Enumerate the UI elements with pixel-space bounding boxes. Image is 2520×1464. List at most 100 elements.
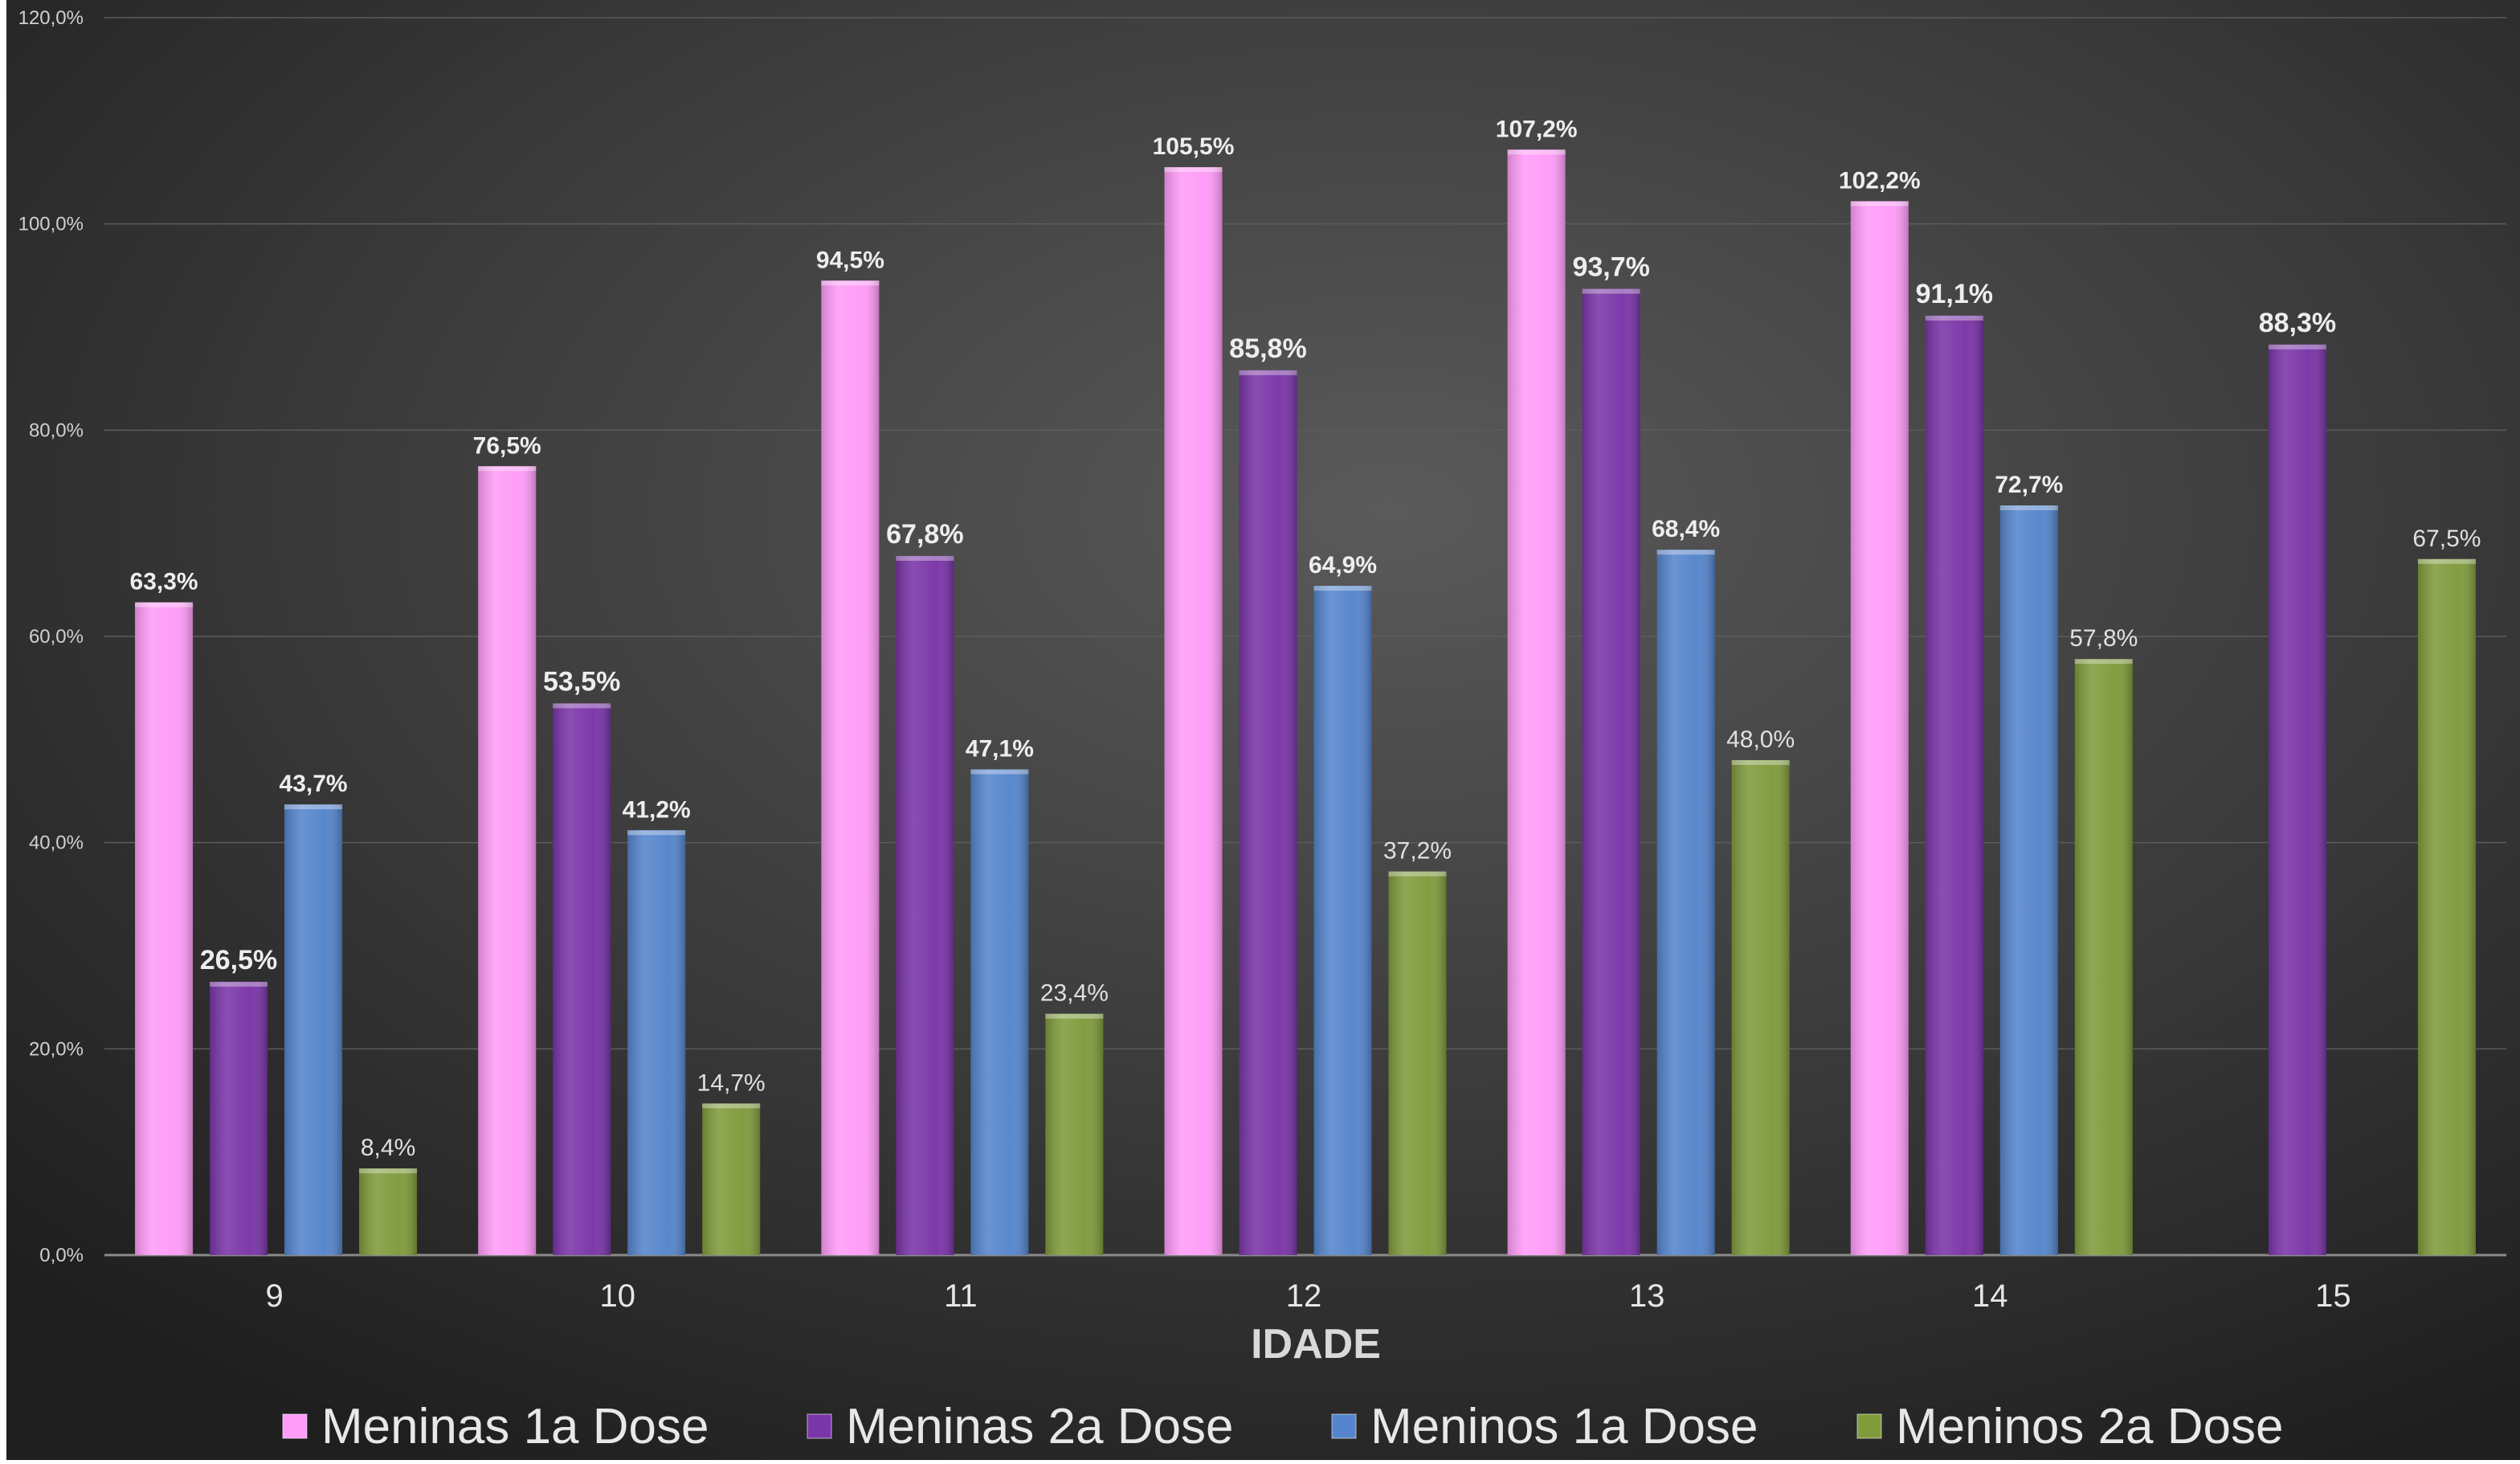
- bar-top-highlight: [2268, 344, 2326, 350]
- data-label: 63,3%: [130, 569, 198, 595]
- bar: [1164, 167, 1223, 1255]
- bar-top-highlight: [1045, 1013, 1104, 1019]
- bar-top-highlight: [478, 466, 537, 472]
- data-label: 67,8%: [886, 519, 963, 550]
- bar-shading: [970, 769, 1029, 1255]
- data-label: 64,9%: [1309, 552, 1377, 579]
- data-label: 37,2%: [1383, 838, 1452, 865]
- bar: [2268, 344, 2326, 1256]
- bar-shading: [210, 981, 268, 1255]
- bar: [1388, 871, 1447, 1255]
- x-axis-ticks: 9 10 11 12 13 14 15: [265, 1278, 2351, 1314]
- bar-top-highlight: [627, 830, 686, 836]
- y-tick-label: 0,0%: [39, 1245, 84, 1266]
- bar-top-highlight: [1850, 201, 1909, 207]
- x-tick-label: 11: [944, 1278, 978, 1314]
- x-tick-label: 15: [2315, 1278, 2351, 1314]
- x-tick-label: 9: [265, 1278, 283, 1314]
- bar: [1850, 201, 1909, 1255]
- bar-top-highlight: [821, 280, 880, 286]
- bar-shading: [1388, 871, 1447, 1255]
- bar-top-highlight: [896, 555, 954, 561]
- bar-top-highlight: [2074, 659, 2133, 665]
- x-axis-title: IDADE: [1251, 1321, 1381, 1368]
- legend-label: Meninos 1a Dose: [1370, 1399, 1758, 1454]
- bar-top-highlight: [1164, 167, 1223, 173]
- legend-swatch: [807, 1413, 832, 1439]
- legend-swatch: [1331, 1413, 1357, 1439]
- legend-swatch: [1856, 1413, 1882, 1439]
- data-label: 107,2%: [1496, 116, 1578, 142]
- bar: [359, 1168, 418, 1255]
- data-label: 67,5%: [2412, 525, 2481, 552]
- bar: [1239, 370, 1297, 1255]
- bar: [210, 981, 268, 1255]
- legend-item: Meninos 2a Dose: [1856, 1399, 2284, 1454]
- bar: [702, 1103, 761, 1255]
- legend-label: Meninas 2a Dose: [846, 1399, 1234, 1454]
- data-label: 94,5%: [816, 247, 884, 273]
- bar: [1999, 505, 2058, 1255]
- x-tick-label: 13: [1629, 1278, 1665, 1314]
- bar-shading: [821, 280, 880, 1255]
- bar: [1045, 1013, 1104, 1255]
- bar-top-highlight: [1313, 586, 1372, 591]
- legend-label: Meninos 2a Dose: [1896, 1399, 2284, 1454]
- data-label: 47,1%: [966, 736, 1034, 763]
- legend: Meninas 1a Dose Meninas 2a Dose Meninos 1a…: [282, 1399, 2284, 1454]
- data-label: 53,5%: [543, 666, 620, 697]
- bar-top-highlight: [970, 769, 1029, 775]
- bar: [1582, 288, 1640, 1256]
- bar: [478, 466, 537, 1255]
- y-tick-label: 60,0%: [29, 626, 84, 648]
- legend-label: Meninas 1a Dose: [321, 1399, 709, 1454]
- y-tick-label: 120,0%: [18, 7, 84, 29]
- bar: [1656, 550, 1715, 1255]
- data-label: 8,4%: [361, 1135, 415, 1161]
- bar-shading: [1850, 201, 1909, 1255]
- data-label: 105,5%: [1153, 133, 1235, 160]
- data-label: 88,3%: [2259, 308, 2336, 338]
- x-tick-label: 14: [1972, 1278, 2008, 1314]
- bar-shading: [627, 830, 686, 1255]
- legend-item: Meninas 1a Dose: [282, 1399, 709, 1454]
- bar: [1925, 315, 1983, 1256]
- bar: [1507, 149, 1566, 1256]
- data-label: 43,7%: [280, 771, 348, 797]
- data-label: 57,8%: [2069, 625, 2138, 652]
- bar-top-highlight: [553, 703, 611, 709]
- bars: [135, 149, 2476, 1256]
- data-label: 72,7%: [1995, 472, 2063, 498]
- bar-shading: [1239, 370, 1297, 1255]
- data-label: 76,5%: [473, 432, 541, 459]
- bar-shading: [2417, 558, 2476, 1255]
- bar-shading: [135, 602, 194, 1255]
- bar-shading: [359, 1168, 418, 1255]
- bar-shading: [1731, 760, 1790, 1255]
- y-tick-label: 20,0%: [29, 1038, 84, 1060]
- y-tick-label: 100,0%: [18, 214, 84, 235]
- data-label: 85,8%: [1229, 333, 1306, 364]
- y-tick-label: 80,0%: [29, 419, 84, 441]
- bar-shading: [702, 1103, 761, 1255]
- bar: [1313, 586, 1372, 1255]
- bar-top-highlight: [1507, 149, 1566, 155]
- bar: [821, 280, 880, 1255]
- bar-shading: [478, 466, 537, 1255]
- legend-item: Meninas 2a Dose: [807, 1399, 1234, 1454]
- bar: [553, 703, 611, 1255]
- bar-shading: [553, 703, 611, 1255]
- bar: [970, 769, 1029, 1255]
- bar-shading: [2074, 659, 2133, 1255]
- x-tick-label: 10: [599, 1278, 635, 1314]
- data-labels: 63,3% 26,5% 43,7% 8,4% 76,5% 53,5% 41,2% 14,7% 9…: [130, 116, 2481, 1161]
- x-tick-label: 12: [1286, 1278, 1322, 1314]
- legend-item: Meninos 1a Dose: [1331, 1399, 1758, 1454]
- data-label: 26,5%: [200, 945, 277, 975]
- bar-shading: [1313, 586, 1372, 1255]
- data-label: 23,4%: [1040, 980, 1109, 1007]
- bar-shading: [2268, 344, 2326, 1256]
- data-label: 91,1%: [1916, 279, 1993, 309]
- bar-shading: [1164, 167, 1223, 1255]
